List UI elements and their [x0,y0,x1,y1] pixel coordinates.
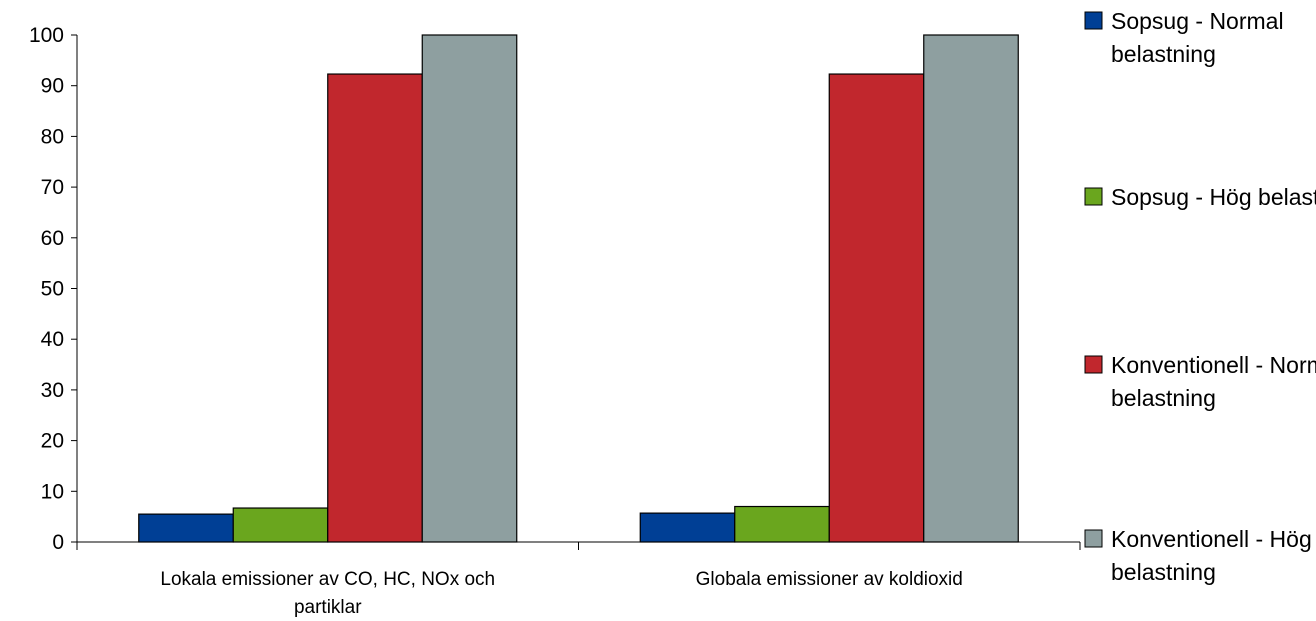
legend-swatch [1084,355,1103,374]
legend-label: Konventionell - Hög [1111,526,1312,552]
y-tick-label: 30 [41,379,64,402]
legend-label: belastning [1111,559,1216,585]
bar [327,73,423,543]
y-tick-label: 60 [41,227,64,250]
y-tick-label: 90 [41,75,64,98]
x-tick-label: partiklar [294,597,362,618]
y-tick-label: 80 [41,125,64,148]
legend-label: Sopsug - Hög belastning [1111,184,1316,210]
x-tick-label: Globala emissioner av koldioxid [696,569,963,590]
y-tick-label: 100 [29,24,64,47]
y-tick-label: 40 [41,328,64,351]
bar [232,507,329,543]
bar [639,512,736,543]
x-axis: Lokala emissioner av CO, HC, NOx och part… [76,541,1081,618]
y-axis: 0 10 20 30 40 50 60 70 80 90 100 [29,24,78,554]
y-tick-label: 0 [52,531,64,554]
bars [138,34,1019,543]
legend: Sopsug - Normal belastning Sopsug - Hög be… [1084,8,1316,585]
bar [923,34,1019,543]
x-tick-label: Lokala emissioner av CO, HC, NOx och [160,569,495,590]
legend-label: Sopsug - Normal [1111,8,1284,34]
bar [138,513,234,543]
bar [828,73,925,543]
y-tick-label: 10 [41,480,64,503]
legend-label: Konventionell - Normal [1111,352,1316,378]
legend-swatch [1084,11,1103,30]
bar [421,34,518,543]
y-tick-label: 20 [41,430,64,453]
legend-label: belastning [1111,41,1216,67]
legend-swatch [1084,529,1103,548]
legend-label: belastning [1111,385,1216,411]
bar [734,505,830,543]
y-tick-label: 50 [41,278,64,301]
y-tick-label: 70 [41,176,64,199]
legend-swatch [1084,187,1103,206]
